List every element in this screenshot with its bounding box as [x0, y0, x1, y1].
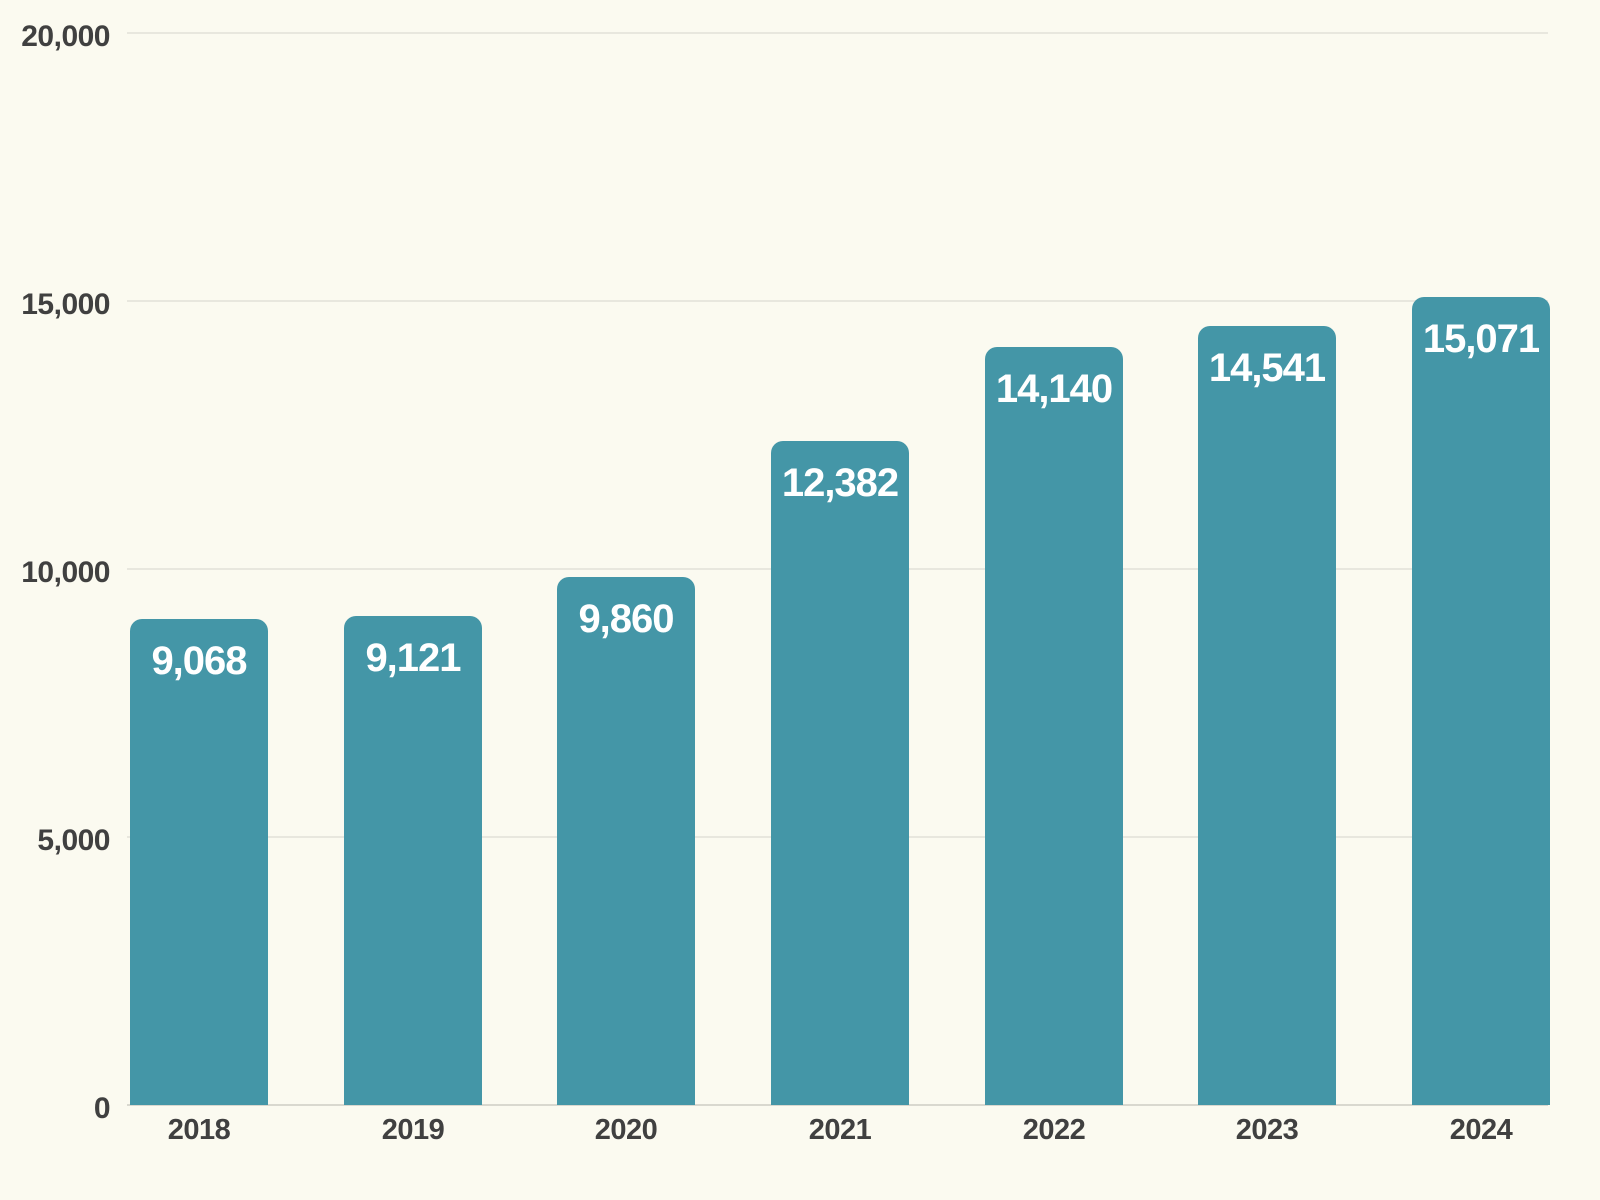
- bar-2024: 15,071: [1412, 297, 1550, 1105]
- bar-value-label: 9,068: [151, 639, 247, 683]
- bar-2018: 9,068: [130, 619, 268, 1105]
- bar-value-label: 9,860: [578, 597, 674, 641]
- y-tick-label: 0: [93, 1092, 111, 1125]
- bar-value-label: 9,121: [365, 636, 461, 680]
- bar-2022: 14,140: [985, 347, 1123, 1105]
- bar-value-label: 14,140: [995, 367, 1113, 411]
- x-tick-label: 2024: [1449, 1114, 1513, 1146]
- bar-2023: 14,541: [1198, 326, 1336, 1105]
- bar-2021: 12,382: [771, 441, 909, 1105]
- x-tick-label: 2021: [808, 1114, 872, 1146]
- y-tick-label: 5,000: [37, 824, 110, 857]
- y-tick-label: 15,000: [21, 288, 110, 321]
- bar-2020: 9,860: [557, 577, 695, 1105]
- x-tick-label: 2022: [1022, 1114, 1086, 1146]
- x-tick-label: 2018: [167, 1114, 231, 1146]
- bar-value-label: 12,382: [781, 461, 899, 505]
- y-tick-label: 20,000: [21, 20, 110, 53]
- x-tick-label: 2023: [1235, 1114, 1299, 1146]
- gridline: [127, 300, 1548, 302]
- gridline: [127, 32, 1548, 34]
- x-axis-line: [127, 1104, 1548, 1106]
- bar-value-label: 14,541: [1208, 346, 1326, 390]
- x-tick-label: 2019: [381, 1114, 445, 1146]
- y-tick-label: 10,000: [21, 556, 110, 589]
- bar-value-label: 15,071: [1422, 317, 1540, 361]
- bar-2019: 9,121: [344, 616, 482, 1105]
- x-tick-label: 2020: [594, 1114, 658, 1146]
